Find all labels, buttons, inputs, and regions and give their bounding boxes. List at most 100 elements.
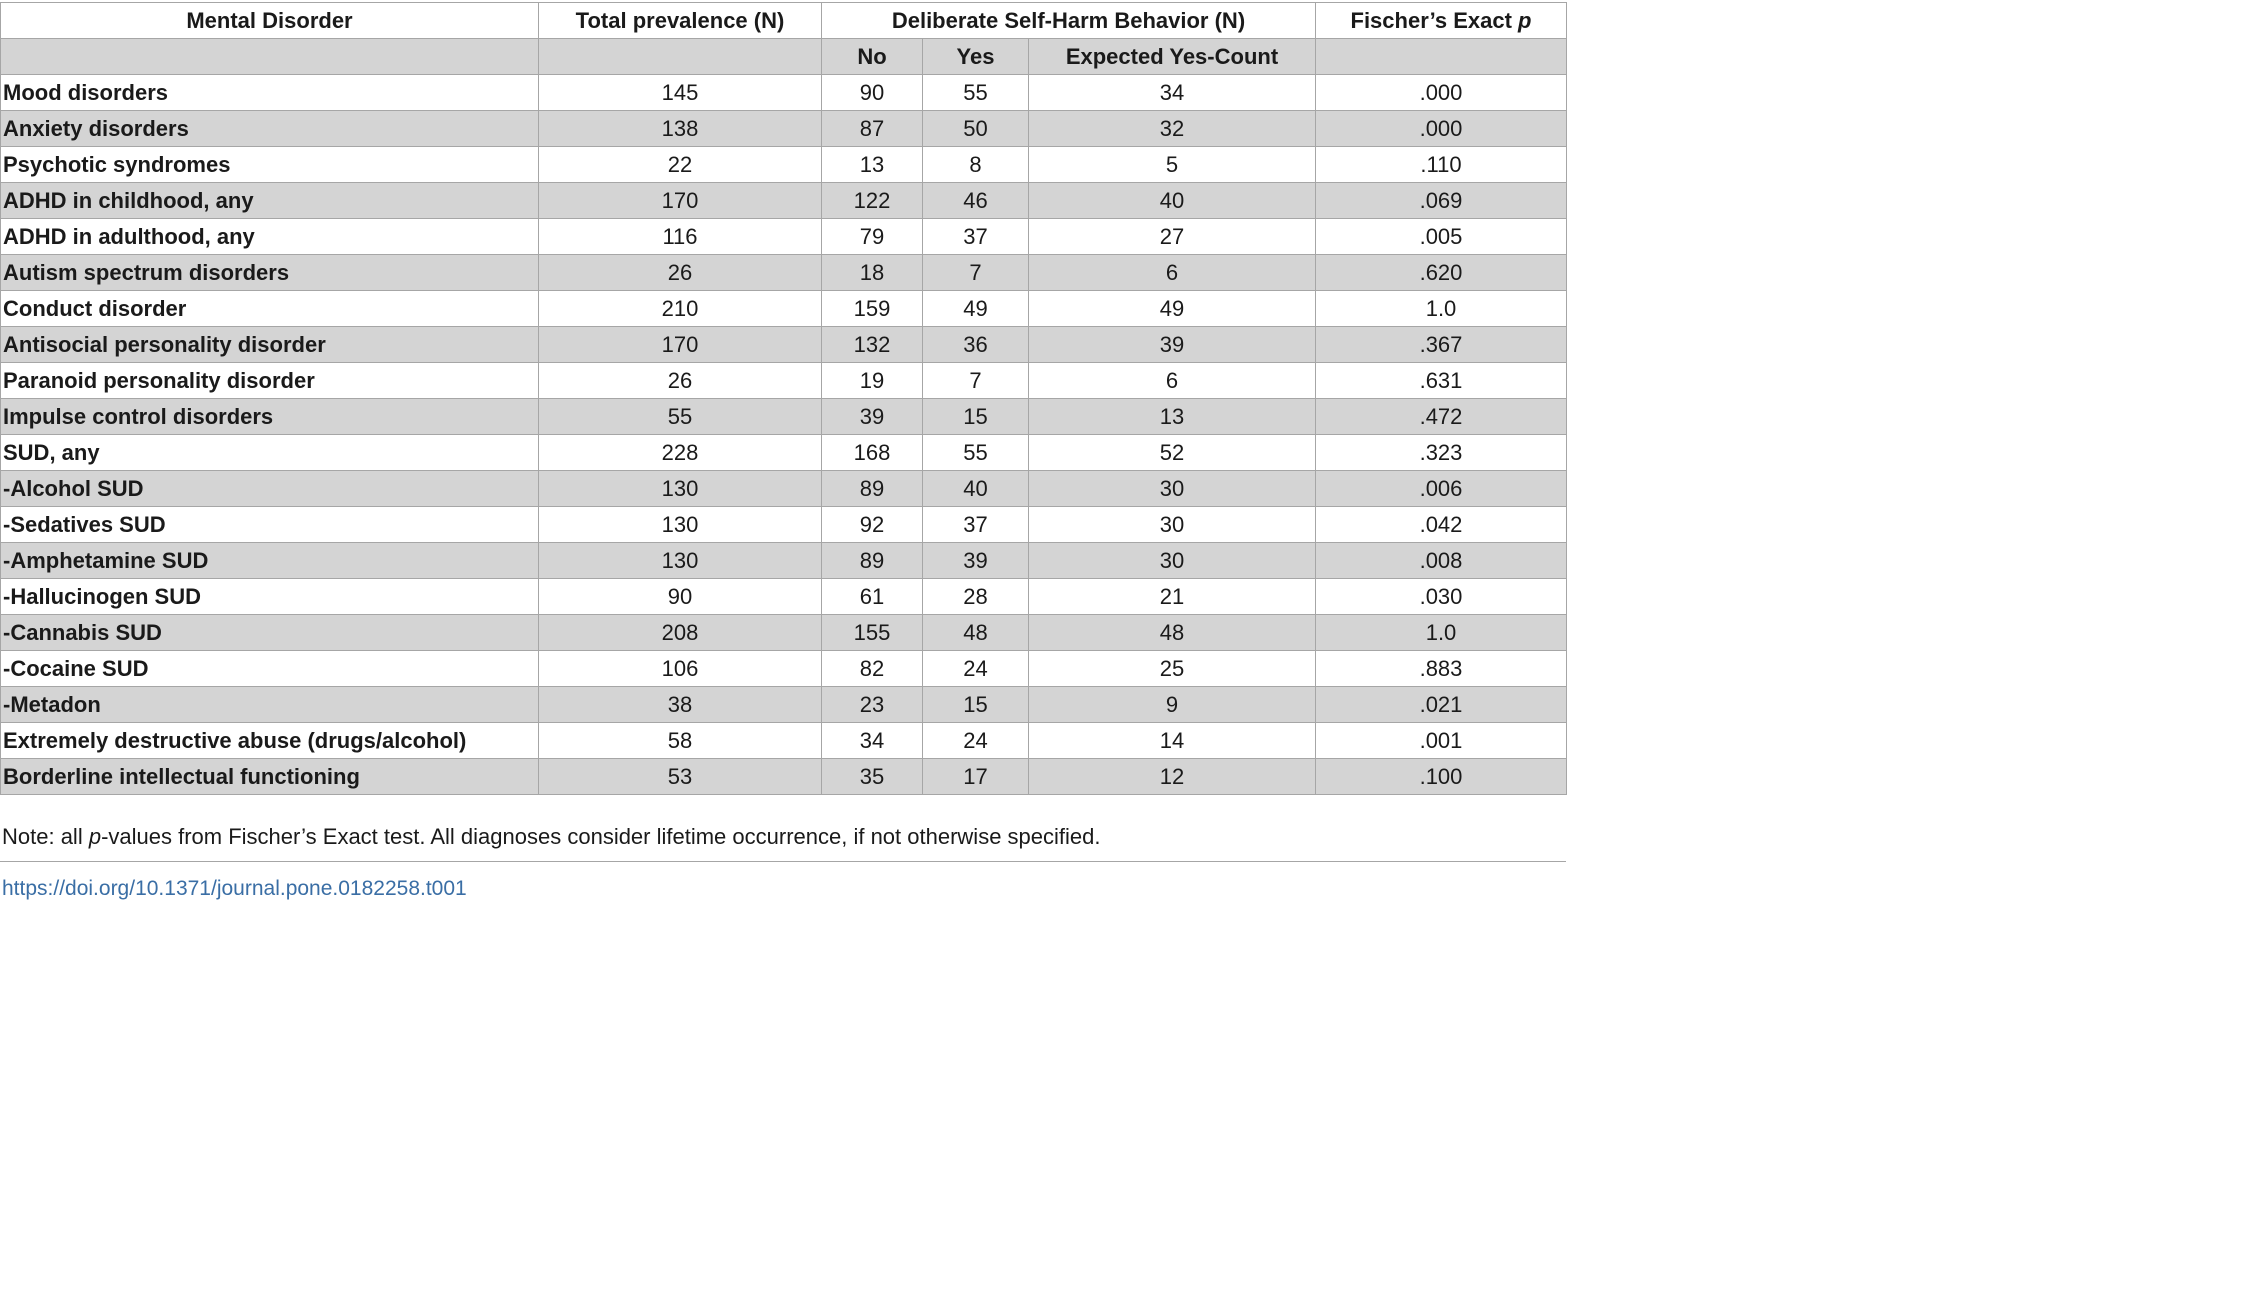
table-row: Anxiety disorders 138 87 50 32.000 bbox=[0, 110, 1567, 147]
table-row: -Alcohol SUD 130 89 40 30.006 bbox=[0, 470, 1567, 507]
cell-yes: 17 bbox=[922, 758, 1029, 795]
table-row: Conduct disorder 210 159 49 49 1.0 bbox=[0, 290, 1567, 327]
cell-expected: 30 bbox=[1028, 470, 1316, 507]
table-row: -Cocaine SUD 106 82 24 25.883 bbox=[0, 650, 1567, 687]
cell-no: 168 bbox=[821, 434, 923, 471]
table-row: Autism spectrum disorders 26 18 7 6.620 bbox=[0, 254, 1567, 291]
table-row: Antisocial personality disorder 170 132 36 3… bbox=[0, 326, 1567, 363]
note-suffix: -values from Fischer’s Exact test. All d… bbox=[101, 824, 1101, 849]
cell-expected: 40 bbox=[1028, 182, 1316, 219]
note-prefix: Note: all bbox=[2, 824, 89, 849]
cell-expected: 5 bbox=[1028, 146, 1316, 183]
cell-disorder: Psychotic syndromes bbox=[0, 146, 539, 183]
cell-disorder: -Cannabis SUD bbox=[0, 614, 539, 651]
cell-expected: 6 bbox=[1028, 362, 1316, 399]
doi-link[interactable]: https://doi.org/10.1371/journal.pone.018… bbox=[2, 877, 467, 900]
cell-no: 39 bbox=[821, 398, 923, 435]
cell-yes: 7 bbox=[922, 254, 1029, 291]
cell-disorder: Extremely destructive abuse (drugs/alcoh… bbox=[0, 722, 539, 759]
subheader-empty-3 bbox=[1315, 38, 1567, 75]
cell-no: 132 bbox=[821, 326, 923, 363]
cell-yes: 39 bbox=[922, 542, 1029, 579]
cell-no: 159 bbox=[821, 290, 923, 327]
cell-expected: 30 bbox=[1028, 542, 1316, 579]
cell-p: .631 bbox=[1315, 362, 1567, 399]
cell-disorder: Impulse control disorders bbox=[0, 398, 539, 435]
cell-expected: 49 bbox=[1028, 290, 1316, 327]
table-row: -Hallucinogen SUD 90 61 28 21.030 bbox=[0, 578, 1567, 615]
cell-disorder: -Sedatives SUD bbox=[0, 506, 539, 543]
cell-disorder: SUD, any bbox=[0, 434, 539, 471]
cell-yes: 15 bbox=[922, 398, 1029, 435]
table-row: ADHD in adulthood, any 116 79 37 27.005 bbox=[0, 218, 1567, 255]
table-row: Psychotic syndromes 22 13 8 5.110 bbox=[0, 146, 1567, 183]
cell-no: 35 bbox=[821, 758, 923, 795]
cell-yes: 46 bbox=[922, 182, 1029, 219]
cell-total: 116 bbox=[538, 218, 822, 255]
cell-expected: 14 bbox=[1028, 722, 1316, 759]
cell-p: .367 bbox=[1315, 326, 1567, 363]
cell-total: 210 bbox=[538, 290, 822, 327]
cell-no: 79 bbox=[821, 218, 923, 255]
cell-total: 58 bbox=[538, 722, 822, 759]
divider bbox=[0, 861, 1566, 862]
cell-yes: 28 bbox=[922, 578, 1029, 615]
subheader-empty-2 bbox=[538, 38, 822, 75]
cell-total: 170 bbox=[538, 326, 822, 363]
cell-p: .000 bbox=[1315, 74, 1567, 111]
cell-total: 53 bbox=[538, 758, 822, 795]
table-row: Paranoid personality disorder 26 19 7 6.631 bbox=[0, 362, 1567, 399]
cell-disorder: Borderline intellectual functioning bbox=[0, 758, 539, 795]
cell-expected: 39 bbox=[1028, 326, 1316, 363]
header-dsh-behavior: Deliberate Self-Harm Behavior (N) bbox=[821, 2, 1316, 39]
cell-p: .005 bbox=[1315, 218, 1567, 255]
cell-p: 1.0 bbox=[1315, 614, 1567, 651]
table-row: -Cannabis SUD 208 155 48 48 1.0 bbox=[0, 614, 1567, 651]
subheader-expected-yes: Expected Yes-Count bbox=[1028, 38, 1316, 75]
cell-p: 1.0 bbox=[1315, 290, 1567, 327]
cell-no: 61 bbox=[821, 578, 923, 615]
table-row: -Amphetamine SUD 130 89 39 30.008 bbox=[0, 542, 1567, 579]
cell-yes: 7 bbox=[922, 362, 1029, 399]
header-fischer-p: p bbox=[1518, 7, 1532, 33]
cell-no: 92 bbox=[821, 506, 923, 543]
cell-total: 22 bbox=[538, 146, 822, 183]
header-fischer-exact: Fischer’s Exact p bbox=[1315, 2, 1567, 39]
cell-yes: 37 bbox=[922, 506, 1029, 543]
table-row: Impulse control disorders 55 39 15 13.472 bbox=[0, 398, 1567, 435]
cell-yes: 37 bbox=[922, 218, 1029, 255]
cell-no: 82 bbox=[821, 650, 923, 687]
cell-total: 130 bbox=[538, 542, 822, 579]
table-row: Borderline intellectual functioning 53 35 1… bbox=[0, 758, 1567, 795]
cell-total: 38 bbox=[538, 686, 822, 723]
header-mental-disorder: Mental Disorder bbox=[0, 2, 539, 39]
cell-expected: 48 bbox=[1028, 614, 1316, 651]
cell-p: .006 bbox=[1315, 470, 1567, 507]
table-row: -Metadon 38 23 15 9.021 bbox=[0, 686, 1567, 723]
cell-yes: 24 bbox=[922, 722, 1029, 759]
table-row: ADHD in childhood, any 170 122 46 40.069 bbox=[0, 182, 1567, 219]
cell-no: 19 bbox=[821, 362, 923, 399]
cell-disorder: Antisocial personality disorder bbox=[0, 326, 539, 363]
cell-disorder: ADHD in childhood, any bbox=[0, 182, 539, 219]
table-row: Mood disorders 145 90 55 34.000 bbox=[0, 74, 1567, 111]
table-row: Extremely destructive abuse (drugs/alcoh… bbox=[0, 722, 1567, 759]
cell-expected: 12 bbox=[1028, 758, 1316, 795]
cell-p: .472 bbox=[1315, 398, 1567, 435]
table-note: Note: all p-values from Fischer’s Exact … bbox=[2, 824, 1100, 850]
header-row: Mental Disorder Total prevalence (N) Del… bbox=[0, 2, 1567, 39]
cell-no: 90 bbox=[821, 74, 923, 111]
cell-disorder: ADHD in adulthood, any bbox=[0, 218, 539, 255]
cell-expected: 32 bbox=[1028, 110, 1316, 147]
cell-yes: 55 bbox=[922, 434, 1029, 471]
cell-total: 130 bbox=[538, 470, 822, 507]
cell-no: 87 bbox=[821, 110, 923, 147]
cell-no: 23 bbox=[821, 686, 923, 723]
cell-expected: 34 bbox=[1028, 74, 1316, 111]
cell-total: 26 bbox=[538, 254, 822, 291]
cell-expected: 52 bbox=[1028, 434, 1316, 471]
cell-expected: 27 bbox=[1028, 218, 1316, 255]
cell-p: .042 bbox=[1315, 506, 1567, 543]
cell-p: .030 bbox=[1315, 578, 1567, 615]
cell-p: .110 bbox=[1315, 146, 1567, 183]
